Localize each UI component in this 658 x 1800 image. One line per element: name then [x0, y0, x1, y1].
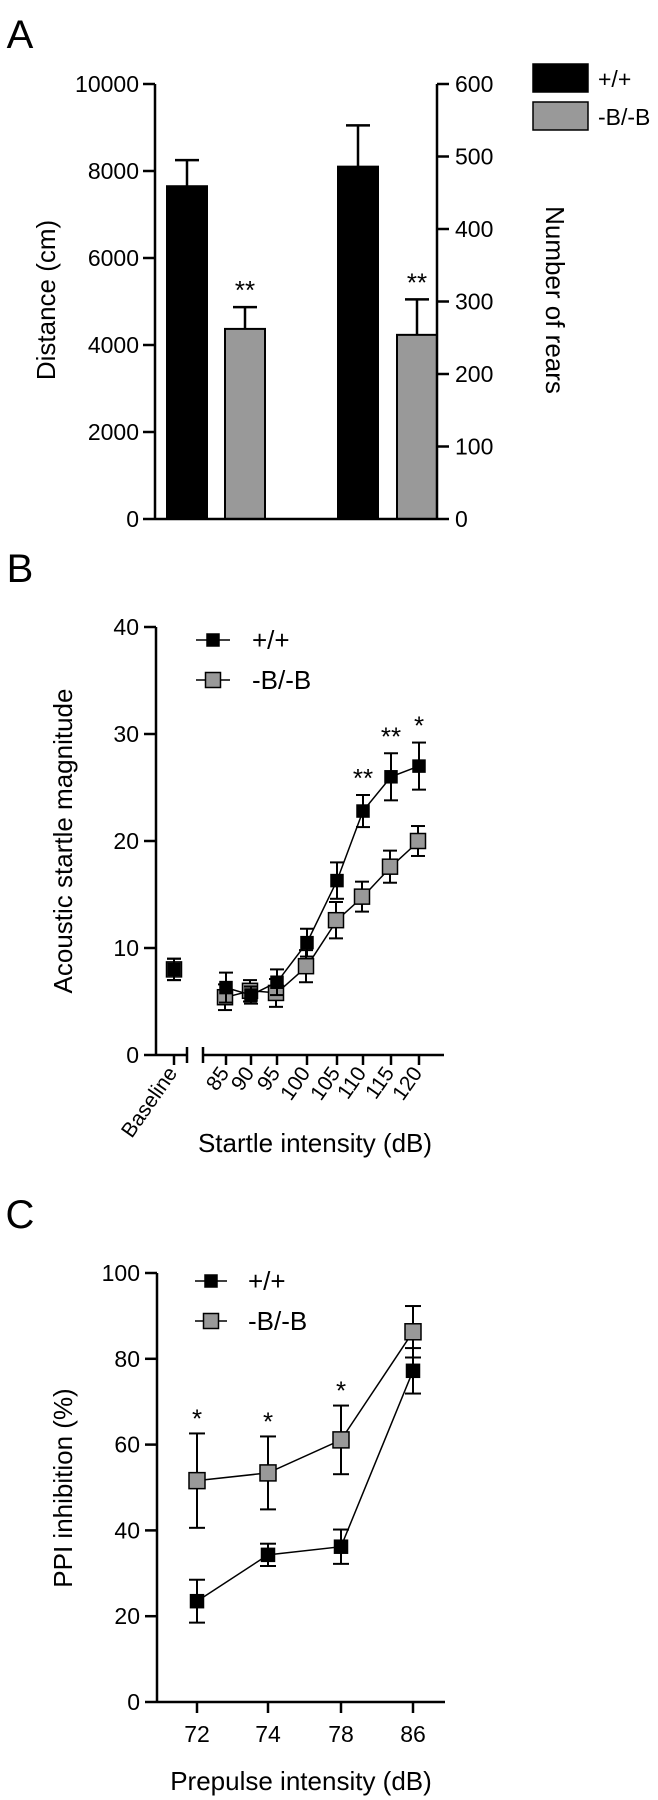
legend-label: -B/-B [252, 665, 311, 695]
left-y-axis-label: Distance (cm) [31, 220, 61, 380]
significance-marker: ** [407, 267, 427, 297]
data-point-wildtype [189, 1593, 205, 1609]
y-axis-label: Acoustic startle magnitude [48, 689, 78, 994]
x-tick-label: 100 [276, 1063, 315, 1105]
legend-marker [202, 1312, 220, 1330]
y-tick-label: 40 [113, 614, 139, 640]
x-tick-label: 86 [400, 1721, 426, 1747]
right-y-tick-label: 100 [455, 434, 493, 460]
legend-marker [206, 633, 220, 647]
right-y-tick-label: 400 [455, 216, 493, 242]
significance-marker: ** [235, 275, 255, 305]
data-point-wildtype [384, 770, 398, 784]
panel-label-a: A [7, 13, 34, 57]
significance-marker: * [263, 1406, 273, 1436]
left-y-tick-label: 0 [126, 506, 139, 532]
x-axis-label: Startle intensity (dB) [198, 1128, 432, 1158]
data-point-mutant [353, 888, 371, 905]
legend-label: -B/-B [598, 104, 650, 130]
data-point-mutant [409, 832, 427, 850]
series-line-mutant [196, 1331, 414, 1482]
right-y-tick-label: 300 [455, 289, 493, 315]
legend-label: +/+ [248, 1266, 286, 1296]
data-point-wildtype [270, 975, 284, 989]
data-point-wildtype [412, 759, 426, 773]
significance-marker: * [192, 1403, 202, 1433]
left-y-tick-label: 2000 [88, 419, 139, 445]
x-axis-label: Prepulse intensity (dB) [170, 1766, 432, 1796]
right-y-tick-label: 200 [455, 361, 493, 387]
legend-label: -B/-B [248, 1306, 307, 1336]
data-point-mutant [188, 1471, 206, 1490]
left-y-tick-label: 10000 [75, 71, 139, 97]
baseline-point-marker [167, 962, 181, 977]
x-tick-label: 120 [388, 1063, 427, 1105]
y-tick-label: 0 [126, 1042, 139, 1068]
x-tick-label: 72 [184, 1721, 210, 1747]
panel-label-b: B [7, 547, 34, 591]
left-y-tick-label: 4000 [88, 332, 139, 358]
legend-swatch [532, 63, 589, 93]
data-point-mutant [327, 911, 345, 929]
data-point-wildtype [330, 873, 344, 888]
left-y-tick-label: 6000 [88, 245, 139, 271]
data-point-wildtype [300, 935, 314, 950]
data-point-mutant [332, 1431, 350, 1449]
y-tick-label: 100 [102, 1260, 140, 1286]
data-point-mutant [297, 957, 315, 975]
bar-distance-wildtype [166, 185, 208, 520]
data-point-wildtype [244, 988, 258, 1002]
y-tick-label: 80 [114, 1346, 140, 1372]
y-tick-label: 20 [114, 1603, 140, 1629]
data-point-mutant [381, 858, 399, 875]
right-y-tick-label: 500 [455, 144, 493, 170]
data-point-mutant [259, 1464, 277, 1482]
bar-rears-mutant [396, 333, 438, 520]
y-axis-label: PPI inhibition (%) [48, 1388, 78, 1587]
y-tick-label: 60 [114, 1432, 140, 1458]
data-point-wildtype [260, 1547, 276, 1563]
bar-distance-mutant [224, 327, 266, 520]
legend-swatch [532, 101, 589, 131]
right-y-axis-label: Number of rears [540, 206, 570, 394]
series-line-wildtype [196, 1370, 414, 1602]
y-tick-label: 0 [127, 1689, 140, 1715]
y-tick-label: 40 [114, 1517, 140, 1543]
data-point-wildtype [356, 804, 370, 818]
y-tick-label: 10 [113, 935, 139, 961]
right-y-tick-label: 600 [455, 71, 493, 97]
significance-marker: ** [353, 763, 373, 793]
x-tick-label: 74 [255, 1721, 281, 1747]
y-tick-label: 30 [113, 721, 139, 747]
left-y-tick-label: 8000 [88, 158, 139, 184]
panel-label-c: C [6, 1193, 35, 1237]
right-y-tick-label: 0 [455, 506, 468, 532]
y-tick-label: 20 [113, 828, 139, 854]
data-point-wildtype [219, 980, 233, 995]
legend-label: +/+ [252, 625, 290, 655]
significance-marker: * [414, 711, 424, 741]
x-tick-label-baseline: Baseline [117, 1063, 182, 1142]
significance-marker: * [336, 1376, 346, 1406]
data-point-wildtype [333, 1539, 349, 1554]
x-tick-label: 78 [328, 1721, 354, 1747]
bar-rears-wildtype [337, 165, 379, 520]
legend-marker [204, 1274, 218, 1288]
legend-marker [204, 671, 222, 689]
data-point-wildtype [405, 1363, 421, 1379]
significance-marker: ** [381, 721, 401, 751]
data-point-mutant [404, 1323, 422, 1341]
legend-label: +/+ [598, 66, 631, 92]
